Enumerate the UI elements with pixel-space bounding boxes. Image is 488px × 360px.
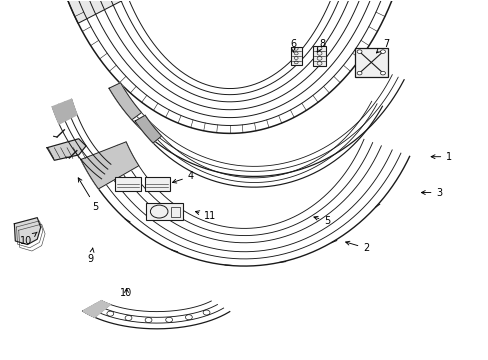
Text: 10: 10	[120, 288, 132, 298]
Polygon shape	[109, 83, 141, 120]
Polygon shape	[81, 142, 139, 189]
Bar	[354, 48, 387, 77]
Text: 6: 6	[289, 39, 296, 52]
Text: 8: 8	[317, 39, 325, 52]
Bar	[115, 177, 141, 191]
Bar	[312, 46, 326, 66]
Circle shape	[380, 71, 385, 75]
Text: 7: 7	[376, 39, 388, 53]
Polygon shape	[54, 0, 128, 23]
Text: 3: 3	[421, 188, 442, 198]
Text: 4: 4	[172, 171, 194, 183]
Text: 10: 10	[20, 232, 37, 246]
Text: 1: 1	[430, 152, 451, 162]
Text: 5: 5	[78, 178, 99, 212]
Circle shape	[356, 50, 361, 53]
Circle shape	[356, 71, 361, 75]
Text: 5: 5	[313, 216, 330, 226]
Polygon shape	[14, 218, 41, 244]
Circle shape	[380, 50, 385, 53]
Polygon shape	[135, 115, 161, 143]
Text: 2: 2	[345, 241, 369, 253]
Polygon shape	[82, 301, 110, 317]
Bar	[144, 177, 169, 191]
Bar	[290, 46, 301, 65]
Bar	[171, 207, 180, 217]
Polygon shape	[47, 139, 86, 160]
Polygon shape	[52, 99, 77, 124]
Bar	[146, 203, 182, 220]
Text: 9: 9	[88, 248, 94, 264]
Text: 11: 11	[195, 211, 216, 221]
